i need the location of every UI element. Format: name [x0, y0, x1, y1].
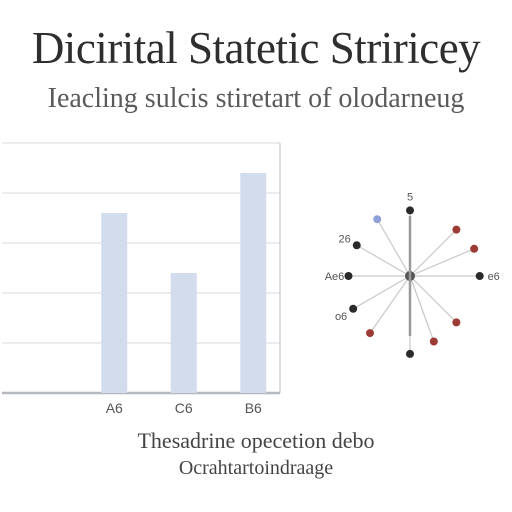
chart-title: Dicirital Statetic Striricey	[31, 23, 481, 73]
radial-point	[366, 329, 375, 338]
radial-point	[344, 272, 353, 280]
radial-point-label: 5	[407, 191, 413, 203]
radial-point-label: e6	[488, 271, 500, 283]
caption-line-2: Ocrahtartoindraage	[178, 457, 334, 479]
caption-line-1: Thesadrine opecetion debo	[137, 428, 375, 453]
radial-point-label: 26	[338, 233, 350, 245]
bar	[101, 213, 128, 393]
radial-point	[429, 337, 438, 346]
radial-spoke	[352, 275, 411, 310]
radial-point	[373, 215, 382, 224]
radial-point	[470, 244, 479, 253]
radial-point	[452, 225, 461, 234]
radial-spoke	[409, 248, 475, 277]
bar	[170, 273, 197, 393]
radial-point	[475, 272, 484, 280]
radial-spoke	[409, 229, 457, 277]
x-tick-label: A6	[106, 400, 123, 416]
radial-point	[352, 241, 361, 250]
radial-spoke	[369, 275, 411, 334]
bar	[240, 173, 267, 393]
radial-spoke	[356, 244, 411, 277]
radial-point-label: o6	[335, 311, 347, 323]
radial-spoke	[409, 275, 457, 323]
radial-point	[349, 304, 358, 313]
radial-spoke	[376, 218, 411, 277]
radial-spoke	[409, 275, 435, 342]
radial-point-label: Ae6	[325, 271, 345, 283]
x-tick-label: C6	[175, 400, 193, 416]
x-tick-label: B6	[245, 400, 262, 416]
chart-subtitle: Ieacling sulcis stiretart of olodarneug	[47, 83, 465, 114]
radial-point	[406, 206, 414, 215]
radial-point	[406, 349, 414, 358]
radial-point	[452, 318, 461, 327]
